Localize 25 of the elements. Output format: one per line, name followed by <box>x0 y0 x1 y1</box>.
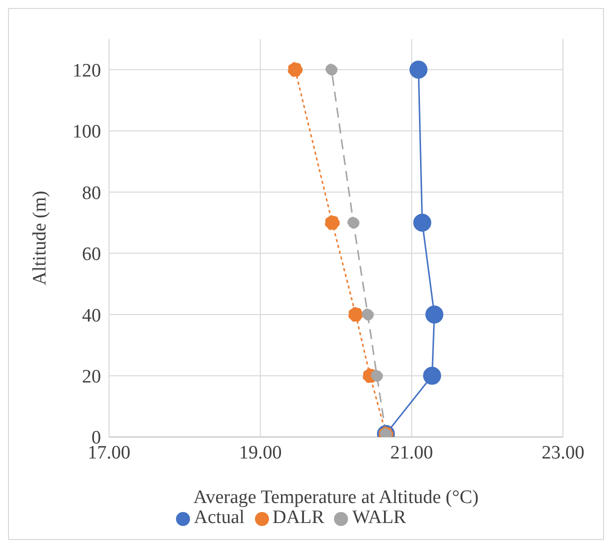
y-tick-label: 20 <box>82 366 101 388</box>
y-tick-label: 80 <box>82 182 101 204</box>
y-tick-label: 120 <box>72 60 101 82</box>
point <box>324 215 340 230</box>
point <box>362 308 374 321</box>
x-axis-title: Average Temperature at Altitude (°C) <box>193 487 479 508</box>
point <box>413 214 432 232</box>
legend-label: DALR <box>272 507 324 528</box>
point <box>325 64 338 76</box>
y-tick-label: 100 <box>72 122 101 143</box>
point <box>370 370 383 382</box>
x-tick-label: 23.00 <box>542 442 584 464</box>
point <box>425 306 444 324</box>
point <box>423 366 442 385</box>
y-tick-label: 40 <box>82 305 101 326</box>
legend-label: WALR <box>352 507 406 528</box>
x-tick-label: 19.00 <box>238 442 282 464</box>
y-tick-label: 60 <box>82 244 101 266</box>
point <box>288 62 303 78</box>
point <box>409 60 428 79</box>
legend-label: Actual <box>194 507 245 528</box>
point <box>348 307 364 322</box>
y-axis-title: Altitude (m) <box>30 190 51 286</box>
x-tick-label: 21.00 <box>390 442 434 464</box>
point <box>347 216 360 229</box>
